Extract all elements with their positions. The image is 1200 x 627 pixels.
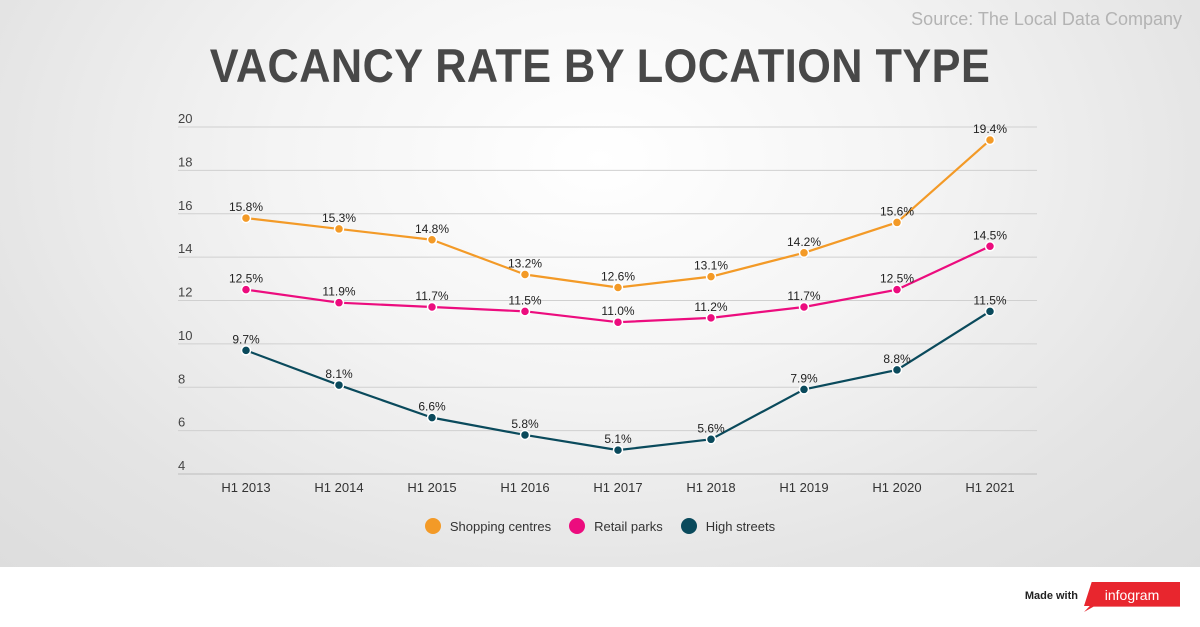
y-tick-label: 18 xyxy=(178,154,192,169)
data-point xyxy=(705,271,717,282)
data-label: 12.6% xyxy=(601,269,635,283)
x-tick-label: H1 2013 xyxy=(221,480,270,495)
data-label: 14.8% xyxy=(415,222,449,236)
source-note: Source: The Local Data Company xyxy=(911,9,1182,29)
x-tick-label: H1 2015 xyxy=(407,480,456,495)
data-point xyxy=(891,284,903,295)
data-label: 15.3% xyxy=(322,211,356,225)
made-with-label: Made with xyxy=(1024,590,1078,602)
data-label: 11.2% xyxy=(694,300,727,314)
data-point xyxy=(426,234,438,246)
legend-label: High streets xyxy=(705,518,776,534)
chart-canvas: Source: The Local Data Company VACANCY R… xyxy=(0,0,1200,567)
x-tick-label: H1 2014 xyxy=(314,480,363,495)
x-tick-label: H1 2020 xyxy=(872,480,921,495)
data-label: 13.2% xyxy=(508,256,542,270)
x-tick-label: H1 2016 xyxy=(500,480,549,495)
data-label: 5.6% xyxy=(697,421,725,435)
data-point xyxy=(891,217,903,228)
data-point xyxy=(798,301,810,313)
data-point xyxy=(798,384,810,395)
series-line-3 xyxy=(245,310,991,452)
data-label: 9.7% xyxy=(232,332,260,346)
data-label: 7.9% xyxy=(790,371,818,385)
data-label: 11.7% xyxy=(787,289,820,303)
data-point xyxy=(519,429,531,441)
y-tick-label: 8 xyxy=(178,371,185,386)
data-point xyxy=(240,345,252,356)
data-label: 13.1% xyxy=(694,259,728,273)
data-point xyxy=(333,297,345,308)
legend-label: Retail parks xyxy=(594,518,663,534)
legend-item[interactable]: High streets xyxy=(680,518,776,534)
data-point xyxy=(333,379,345,391)
data-point xyxy=(426,301,438,313)
legend-marker xyxy=(569,518,586,534)
data-label: 15.6% xyxy=(880,204,914,218)
data-label: 8.1% xyxy=(325,367,353,381)
data-point xyxy=(984,306,996,317)
data-label: 14.5% xyxy=(973,228,1007,242)
chart-title: VACANCY RATE BY LOCATION TYPE xyxy=(209,39,991,92)
x-tick-label: H1 2021 xyxy=(965,480,1014,495)
data-label: 11.9% xyxy=(322,285,355,299)
y-tick-label: 16 xyxy=(178,198,192,213)
data-point xyxy=(612,444,624,456)
data-point xyxy=(705,312,717,324)
line-chart: 4 6 8 10 12 14 16 18 20 H1 2013 H1 2014 H1 2015 H1 2… xyxy=(178,111,1037,495)
data-label: 15.8% xyxy=(229,200,263,214)
y-tick-label: 6 xyxy=(178,415,185,430)
data-point xyxy=(333,223,345,235)
data-point xyxy=(798,247,810,259)
data-point xyxy=(240,284,252,295)
data-label: 19.4% xyxy=(973,122,1007,136)
x-tick-label: H1 2019 xyxy=(779,480,828,495)
data-point xyxy=(891,364,903,376)
legend-item[interactable]: Retail parks xyxy=(569,518,663,534)
legend-label: Shopping centres xyxy=(449,518,552,534)
data-label: 5.1% xyxy=(604,432,632,446)
legend-item[interactable]: Shopping centres xyxy=(424,518,552,534)
data-point xyxy=(612,282,624,293)
data-point xyxy=(612,316,624,328)
data-point xyxy=(519,269,531,280)
x-tick-label: H1 2018 xyxy=(686,480,735,495)
y-tick-label: 20 xyxy=(178,111,192,126)
legend-marker xyxy=(680,518,697,534)
data-point xyxy=(519,306,531,317)
data-label: 11.5% xyxy=(973,293,1006,307)
data-point xyxy=(240,212,252,224)
footer: Made with infogram xyxy=(0,567,1200,627)
data-point xyxy=(705,434,717,445)
y-tick-label: 14 xyxy=(178,241,192,256)
y-tick-label: 10 xyxy=(178,328,192,343)
data-point xyxy=(984,241,996,252)
data-label: 5.8% xyxy=(511,417,539,431)
x-tick-label: H1 2017 xyxy=(593,480,642,495)
data-label: 8.8% xyxy=(883,352,911,366)
data-point xyxy=(426,412,438,423)
data-label: 11.0% xyxy=(601,304,634,318)
legend-marker xyxy=(424,518,441,534)
infogram-logo[interactable]: infogram xyxy=(1084,582,1180,612)
data-label: 11.5% xyxy=(508,293,541,307)
y-tick-label: 4 xyxy=(178,458,185,473)
y-tick-label: 12 xyxy=(178,285,192,300)
data-point xyxy=(984,134,996,146)
data-label: 12.5% xyxy=(880,272,914,286)
legend: Shopping centres Retail parks High streets xyxy=(0,518,1200,534)
data-label: 14.2% xyxy=(787,235,821,249)
data-label: 11.7% xyxy=(415,289,448,303)
data-label: 6.6% xyxy=(418,400,446,414)
data-label: 12.5% xyxy=(229,272,263,286)
